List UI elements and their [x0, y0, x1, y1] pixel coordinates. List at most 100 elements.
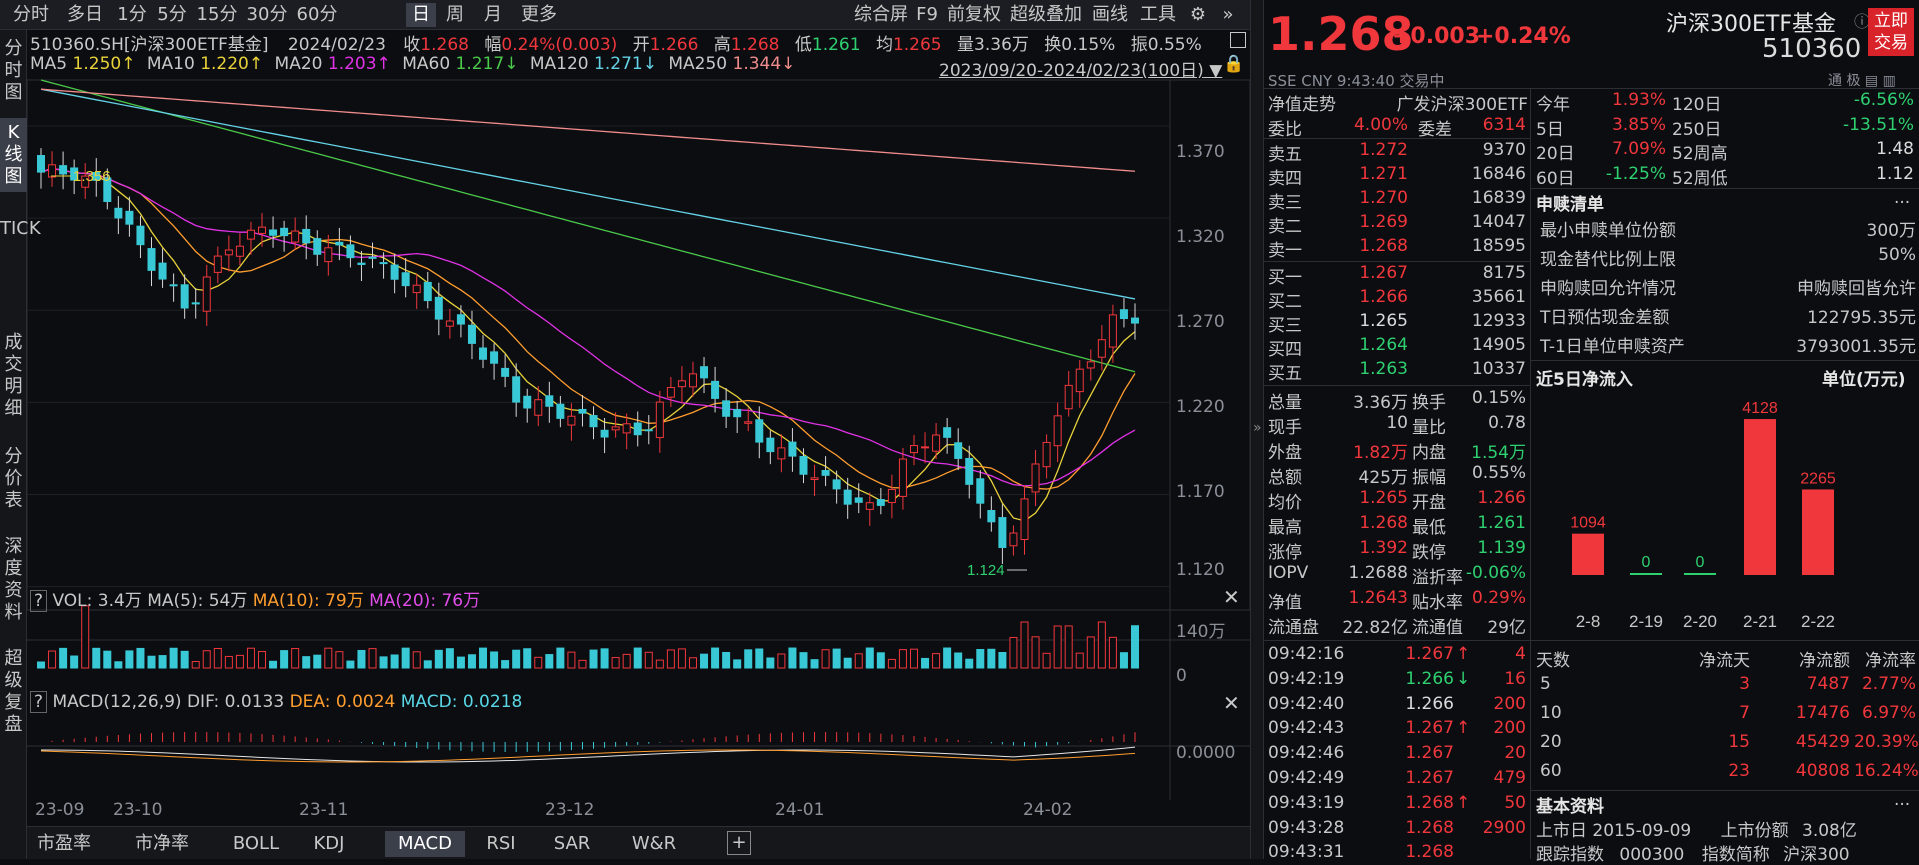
- date-range-selector[interactable]: 2023/09/20-2024/02/23(100日) ▼: [939, 61, 1223, 81]
- candle-body: [1020, 498, 1029, 540]
- candle-body: [401, 272, 410, 287]
- period-tab-more[interactable]: 更多: [521, 4, 557, 25]
- gear-icon[interactable]: ⚙: [1189, 4, 1207, 25]
- candle-body: [567, 415, 576, 426]
- bid-volume: 12933: [1471, 311, 1526, 331]
- candle-body: [1075, 368, 1084, 393]
- sidebar-item-fenshi[interactable]: 分时图: [4, 38, 23, 103]
- high-value: 1.268: [730, 35, 780, 55]
- bid-volume: 10337: [1471, 359, 1526, 379]
- mini-toolbar[interactable]: 通 极 ▤ ▥: [1828, 73, 1896, 89]
- period-tab-week[interactable]: 周: [446, 4, 464, 25]
- subscribe-more[interactable]: ...: [1894, 188, 1911, 208]
- close-macd-icon[interactable]: ✕: [1223, 691, 1240, 715]
- period-tab-fenshi[interactable]: 分时: [13, 4, 49, 25]
- y-tick: 1.370: [1176, 142, 1225, 162]
- ma10-label: MA10: [146, 54, 195, 74]
- volume-bar: [1042, 652, 1051, 669]
- candle-body: [876, 499, 885, 506]
- bid-price[interactable]: 1.267: [1359, 263, 1408, 283]
- composite-screen-button[interactable]: 综合屏: [854, 4, 908, 25]
- volume-bar: [390, 654, 399, 669]
- tick-volume: 2900: [1482, 817, 1526, 838]
- basic-more[interactable]: ...: [1894, 790, 1911, 810]
- ask-price[interactable]: 1.271: [1359, 164, 1408, 184]
- candle-body: [622, 423, 631, 434]
- period-tab-5min[interactable]: 5分: [157, 4, 187, 25]
- overlay-button[interactable]: 超级叠加: [1010, 4, 1082, 25]
- flow-table-header: 净流天: [1699, 651, 1750, 671]
- chevron-right-icon[interactable]: »: [1253, 420, 1262, 436]
- draw-line-button[interactable]: 画线: [1092, 4, 1128, 25]
- chevron-double-right-icon[interactable]: »: [1222, 4, 1234, 25]
- perf-value: 1.48: [1876, 139, 1914, 159]
- info-icon[interactable]: ⓘ: [1854, 12, 1871, 31]
- bid-price[interactable]: 1.266: [1359, 287, 1408, 307]
- ask-price[interactable]: 1.269: [1359, 212, 1408, 232]
- stat-label: 溢折率: [1412, 568, 1463, 588]
- period-tab-1min[interactable]: 1分: [117, 4, 147, 25]
- ask-price[interactable]: 1.270: [1359, 188, 1408, 208]
- candle-body: [987, 509, 996, 523]
- help-icon[interactable]: ?: [30, 590, 48, 612]
- stat-value: 1.392: [1359, 538, 1408, 558]
- candle-body: [545, 395, 554, 407]
- bid-price[interactable]: 1.264: [1359, 335, 1408, 355]
- tick-price: 1.267: [1405, 768, 1454, 788]
- volume-bar: [534, 656, 543, 669]
- ma60-line: [40, 79, 1136, 373]
- stat-value: 1.54万: [1471, 443, 1526, 463]
- tools-button[interactable]: 工具: [1140, 4, 1176, 25]
- sidebar-item-trade-detail[interactable]: 成交明细: [4, 332, 23, 419]
- bid-price[interactable]: 1.263: [1359, 359, 1408, 379]
- flow-date-label: 2-22: [1801, 612, 1835, 631]
- ask-price[interactable]: 1.268: [1359, 236, 1408, 256]
- close-volume-icon[interactable]: ✕: [1223, 585, 1240, 609]
- candle-body: [722, 400, 731, 417]
- candle-body: [1097, 339, 1106, 358]
- ask-price[interactable]: 1.272: [1359, 140, 1408, 160]
- sidebar-item-price-dist[interactable]: 分价表: [4, 446, 23, 511]
- period-tab-30min[interactable]: 30分: [246, 4, 288, 25]
- trade-now-button[interactable]: 立即交易: [1868, 8, 1914, 56]
- forward-adjust-button[interactable]: 前复权: [947, 4, 1001, 25]
- sidebar-item-kline[interactable]: K线图: [0, 118, 27, 192]
- nav-trend-link[interactable]: 净值走势: [1268, 95, 1336, 115]
- tab-wr[interactable]: W&R: [631, 833, 677, 854]
- sidebar-item-depth-data[interactable]: 深度资料: [4, 536, 23, 623]
- volume-bar: [755, 648, 764, 669]
- tick-time: 09:42:43: [1268, 718, 1345, 739]
- lock-icon[interactable]: 🔒: [1223, 54, 1245, 74]
- volume-bar: [158, 655, 167, 669]
- market-status: SSE CNY 9:43:40 交易中: [1268, 72, 1445, 90]
- flow-date-label: 2-19: [1629, 612, 1663, 631]
- amp-value: 0.55%: [1147, 35, 1202, 55]
- help-icon[interactable]: ?: [30, 691, 48, 713]
- period-tab-15min[interactable]: 15分: [196, 4, 238, 25]
- tab-boll[interactable]: BOLL: [232, 833, 280, 854]
- period-tab-60min[interactable]: 60分: [296, 4, 338, 25]
- panel-divider[interactable]: »: [1250, 0, 1264, 859]
- period-tab-month[interactable]: 月: [484, 4, 502, 25]
- perf-label: 60日: [1536, 168, 1575, 189]
- sidebar-item-super-review[interactable]: 超级复盘: [4, 648, 23, 735]
- sidebar-item-tick[interactable]: TICK: [0, 218, 41, 239]
- bid-price[interactable]: 1.265: [1359, 311, 1408, 331]
- candle-body: [965, 457, 974, 485]
- volume-bar: [368, 648, 377, 669]
- tab-pb[interactable]: 市净率: [135, 833, 189, 854]
- add-tab-icon[interactable]: +: [727, 831, 751, 855]
- tab-sar[interactable]: SAR: [553, 833, 591, 854]
- tab-pe[interactable]: 市盈率: [37, 833, 91, 854]
- f9-button[interactable]: F9: [916, 4, 938, 25]
- tab-rsi[interactable]: RSI: [486, 833, 516, 854]
- volume-bar: [909, 648, 918, 669]
- tick-volume: 20: [1504, 743, 1526, 764]
- volume-bar: [1097, 621, 1106, 669]
- period-tab-multiday[interactable]: 多日: [67, 4, 103, 25]
- period-tab-day[interactable]: 日: [406, 3, 436, 27]
- tab-macd[interactable]: MACD: [385, 831, 465, 857]
- tab-kdj[interactable]: KDJ: [313, 833, 345, 854]
- layout-icon[interactable]: [1230, 32, 1246, 48]
- ma20-value: 1.203↑: [327, 54, 391, 74]
